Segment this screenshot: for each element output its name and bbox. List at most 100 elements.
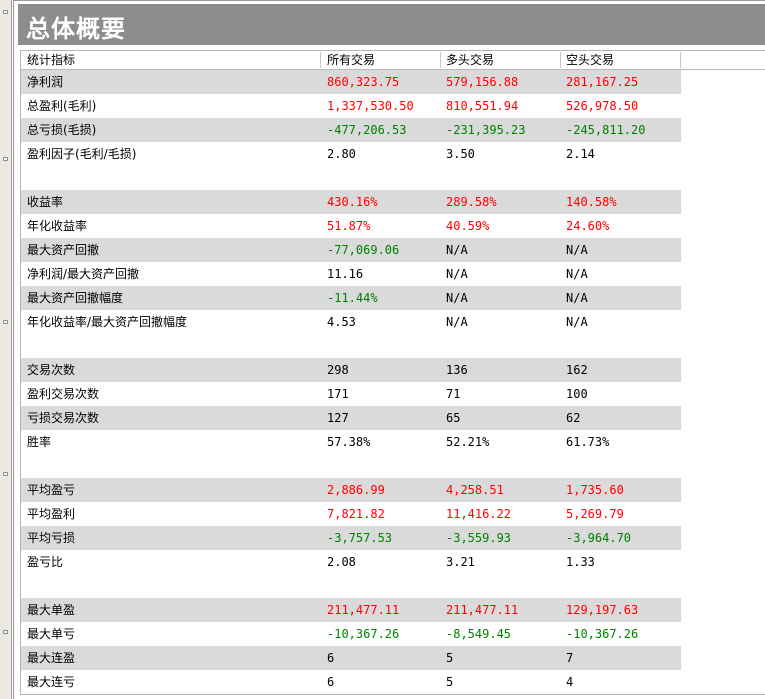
value-all-trades: 6: [327, 675, 335, 689]
value-short-trades: 100: [566, 387, 588, 401]
splitter-gutter[interactable]: [0, 0, 12, 699]
table-row[interactable]: 净利润/最大资产回撤 11.16 N/A N/A: [21, 262, 681, 286]
table-row[interactable]: 平均盈利 7,821.82 11,416.22 5,269.79: [21, 502, 681, 526]
value-long-trades: 289.58%: [446, 195, 497, 209]
value-long-trades: N/A: [446, 243, 468, 257]
column-divider[interactable]: [680, 52, 681, 68]
value-short-trades: -3,964.70: [566, 531, 632, 545]
table-row[interactable]: 最大连亏 6 5 4: [21, 670, 681, 694]
metric-label: 年化收益率: [27, 219, 88, 233]
metric-label: 最大单盈: [27, 603, 76, 617]
table-row[interactable]: 总亏损(毛损) -477,206.53 -231,395.23 -245,811.20: [21, 118, 681, 142]
value-all-trades: 1,337,530.50: [327, 99, 414, 113]
table-row[interactable]: 净利润 860,323.75 579,156.88 281,167.25: [21, 70, 681, 94]
table-row[interactable]: 最大资产回撤 -77,069.06 N/A N/A: [21, 238, 681, 262]
value-all-trades: 51.87%: [327, 219, 371, 233]
metric-label: 交易次数: [27, 363, 76, 377]
value-all-trades: 127: [327, 411, 349, 425]
value-all-trades: -477,206.53: [327, 123, 407, 137]
table-row[interactable]: 最大单亏 -10,367.26 -8,549.45 -10,367.26: [21, 622, 681, 646]
metric-label: 盈利交易次数: [27, 387, 100, 401]
table-row[interactable]: 亏损交易次数 127 65 62: [21, 406, 681, 430]
column-divider[interactable]: [560, 52, 561, 68]
metric-label: 最大连盈: [27, 651, 76, 665]
value-all-trades: 860,323.75: [327, 75, 400, 89]
value-all-trades: 298: [327, 363, 349, 377]
table-row[interactable]: 盈利因子(毛利/毛损) 2.80 3.50 2.14: [21, 142, 681, 166]
value-long-trades: N/A: [446, 291, 468, 305]
value-long-trades: 5: [446, 675, 454, 689]
value-long-trades: 71: [446, 387, 461, 401]
value-all-trades: -3,757.53: [327, 531, 393, 545]
value-long-trades: 40.59%: [446, 219, 490, 233]
value-long-trades: 810,551.94: [446, 99, 519, 113]
table-row[interactable]: 平均亏损 -3,757.53 -3,559.93 -3,964.70: [21, 526, 681, 550]
table-row[interactable]: 盈利交易次数 171 71 100: [21, 382, 681, 406]
metric-label: 盈利因子(毛利/毛损): [27, 147, 137, 161]
value-all-trades: 2,886.99: [327, 483, 385, 497]
table-row[interactable]: 收益率 430.16% 289.58% 140.58%: [21, 190, 681, 214]
metric-label: 净利润/最大资产回撤: [27, 267, 140, 281]
value-short-trades: -245,811.20: [566, 123, 646, 137]
value-short-trades: 5,269.79: [566, 507, 624, 521]
splitter-grip-icon: [3, 472, 8, 476]
value-long-trades: 3.50: [446, 147, 475, 161]
value-all-trades: 57.38%: [327, 435, 371, 449]
value-long-trades: -3,559.93: [446, 531, 512, 545]
metric-label: 平均盈利: [27, 507, 76, 521]
metric-label: 平均亏损: [27, 531, 76, 545]
value-short-trades: 2.14: [566, 147, 595, 161]
metric-label: 亏损交易次数: [27, 411, 100, 425]
column-header-long[interactable]: 多头交易: [446, 53, 495, 67]
metric-label: 平均盈亏: [27, 483, 76, 497]
value-all-trades: -10,367.26: [327, 627, 400, 641]
value-long-trades: 579,156.88: [446, 75, 519, 89]
value-all-trades: 6: [327, 651, 335, 665]
column-header-all[interactable]: 所有交易: [327, 53, 376, 67]
value-short-trades: N/A: [566, 267, 588, 281]
table-row[interactable]: 交易次数 298 136 162: [21, 358, 681, 382]
value-short-trades: 1,735.60: [566, 483, 624, 497]
value-all-trades: 2.80: [327, 147, 356, 161]
splitter-grip-icon: [3, 10, 8, 14]
value-short-trades: 61.73%: [566, 435, 610, 449]
value-long-trades: 52.21%: [446, 435, 490, 449]
value-long-trades: 136: [446, 363, 468, 377]
table-row[interactable]: 最大单盈 211,477.11 211,477.11 129,197.63: [21, 598, 681, 622]
table-row[interactable]: 平均盈亏 2,886.99 4,258.51 1,735.60: [21, 478, 681, 502]
column-divider[interactable]: [320, 52, 321, 68]
splitter-grip-icon: [3, 630, 8, 634]
column-divider[interactable]: [440, 52, 441, 68]
table-row[interactable]: 盈亏比 2.08 3.21 1.33: [21, 550, 681, 574]
table-row[interactable]: 年化收益率 51.87% 40.59% 24.60%: [21, 214, 681, 238]
table-bottom-border: [20, 694, 765, 695]
metric-label: 盈亏比: [27, 555, 64, 569]
metric-label: 收益率: [27, 195, 64, 209]
value-short-trades: 24.60%: [566, 219, 610, 233]
value-short-trades: -10,367.26: [566, 627, 639, 641]
table-row[interactable]: 胜率 57.38% 52.21% 61.73%: [21, 430, 681, 454]
value-all-trades: 211,477.11: [327, 603, 400, 617]
metric-label: 净利润: [27, 75, 64, 89]
splitter-grip-icon: [3, 320, 8, 324]
metric-label: 总亏损(毛损): [27, 123, 97, 137]
value-short-trades: 7: [566, 651, 574, 665]
value-short-trades: 162: [566, 363, 588, 377]
metric-label: 最大资产回撤: [27, 243, 100, 257]
metric-label: 最大资产回撤幅度: [27, 291, 124, 305]
metric-label: 胜率: [27, 435, 52, 449]
table-row[interactable]: 总盈利(毛利) 1,337,530.50 810,551.94 526,978.50: [21, 94, 681, 118]
value-all-trades: -77,069.06: [327, 243, 400, 257]
metric-label: 最大单亏: [27, 627, 76, 641]
value-all-trades: 7,821.82: [327, 507, 385, 521]
metric-label: 年化收益率/最大资产回撤幅度: [27, 315, 188, 329]
table-row[interactable]: 最大连盈 6 5 7: [21, 646, 681, 670]
value-short-trades: N/A: [566, 315, 588, 329]
column-header-metric[interactable]: 统计指标: [27, 53, 76, 67]
table-row[interactable]: 年化收益率/最大资产回撤幅度 4.53 N/A N/A: [21, 310, 681, 334]
splitter-grip-icon: [3, 157, 8, 161]
value-short-trades: N/A: [566, 243, 588, 257]
column-header-short[interactable]: 空头交易: [566, 53, 615, 67]
table-row[interactable]: 最大资产回撤幅度 -11.44% N/A N/A: [21, 286, 681, 310]
value-all-trades: 11.16: [327, 267, 364, 281]
